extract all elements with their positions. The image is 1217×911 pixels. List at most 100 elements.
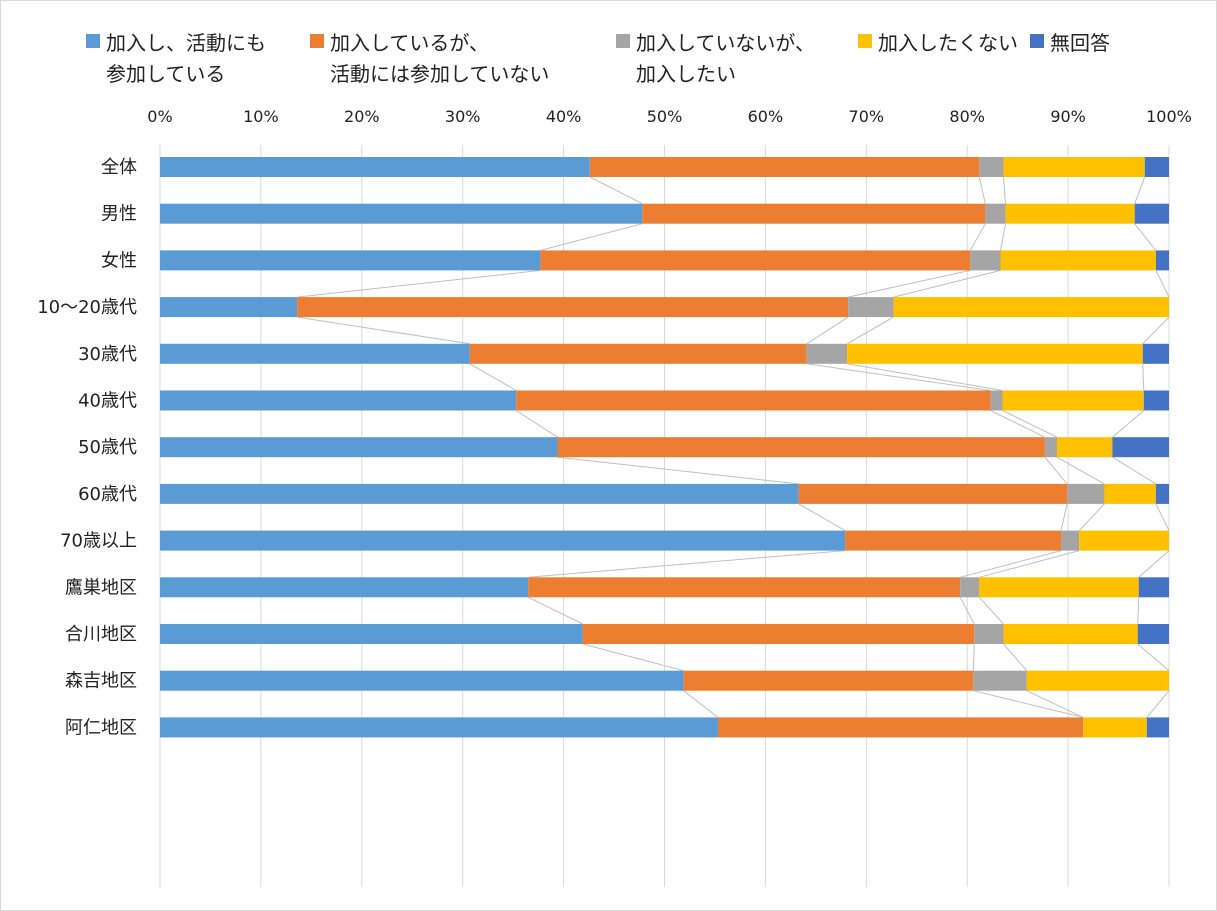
bar-segment — [642, 203, 986, 224]
bar-segment — [1061, 530, 1080, 551]
bar-segment — [1143, 390, 1169, 411]
bar-segment — [1044, 437, 1058, 458]
bar-segment — [1112, 437, 1169, 458]
legend-label: 加入しているが、 活動には参加していない — [330, 31, 550, 86]
category-label: 30歳代 — [78, 344, 137, 365]
bar-segment — [160, 343, 470, 364]
bar-segment — [798, 483, 1068, 504]
legend-label: 加入していないが、 加入したい — [636, 31, 815, 86]
category-label: 50歳代 — [78, 437, 137, 458]
bar-segment — [160, 717, 718, 738]
series-line — [1003, 643, 1028, 672]
category-label: 男性 — [101, 204, 137, 225]
bar-segment — [160, 624, 583, 644]
series-line — [806, 363, 991, 391]
bar-segment — [160, 530, 846, 551]
legend-item-series-2: 加入しているが、 活動には参加していない — [310, 28, 549, 90]
bar-segment — [683, 670, 974, 691]
bar-segment — [985, 203, 1006, 224]
bar-segment — [469, 343, 807, 364]
x-tick-label: 30% — [445, 107, 481, 126]
bar-segment — [1005, 203, 1135, 224]
legend-swatch — [1030, 34, 1044, 48]
series-line — [528, 550, 846, 578]
bar-segment — [970, 250, 1001, 271]
bar-segment — [845, 530, 1062, 551]
series-line — [1155, 503, 1170, 531]
bar-segment — [516, 390, 991, 411]
series-line — [1146, 690, 1170, 718]
series-line — [1112, 456, 1157, 485]
series-line — [683, 690, 719, 718]
bar-segment — [1134, 203, 1169, 224]
bar-segment — [1144, 157, 1169, 177]
legend-swatch — [310, 34, 324, 48]
legend-swatch — [858, 34, 872, 48]
bar-segment — [1138, 577, 1169, 598]
bar-segment — [1146, 717, 1169, 738]
bar-segment — [557, 437, 1045, 458]
bar-segment — [160, 437, 558, 458]
x-tick-label: 90% — [1050, 107, 1086, 126]
x-tick-label: 20% — [344, 107, 380, 126]
series-line — [806, 316, 849, 345]
series-line — [1112, 410, 1145, 438]
bar-segment — [582, 624, 975, 644]
legend-item-series-1: 加入し、活動にも 参加している — [86, 28, 266, 90]
legend-item-series-5: 無回答 — [1030, 28, 1110, 59]
series-line — [848, 269, 971, 298]
series-line — [973, 690, 1084, 718]
series-line — [528, 596, 583, 625]
series-line — [979, 550, 1080, 578]
bar-segment — [1137, 624, 1169, 644]
bar-segment — [1155, 250, 1169, 271]
bar-segment — [589, 157, 980, 177]
bar-segment — [160, 577, 529, 598]
legend-swatch — [616, 34, 630, 48]
series-line — [893, 269, 1001, 298]
legend: 加入し、活動にも 参加している 加入しているが、 活動には参加していない 加入し… — [0, 0, 1217, 100]
bar-segment — [1067, 483, 1105, 504]
series-line — [297, 316, 470, 345]
category-label: 10～20歳代 — [37, 297, 137, 318]
series-line — [1044, 456, 1068, 485]
series-line — [1138, 550, 1170, 578]
bar-segment — [1142, 343, 1169, 364]
legend-swatch — [86, 34, 100, 48]
bar-segment — [540, 250, 971, 271]
series-line — [960, 550, 1062, 578]
series-line — [847, 363, 1003, 391]
bar-segment — [1155, 483, 1169, 504]
series-line — [1026, 690, 1084, 718]
series-line — [1137, 597, 1140, 625]
x-tick-label: 10% — [243, 107, 279, 126]
series-line — [978, 596, 1004, 625]
series-line — [515, 410, 558, 438]
series-line — [978, 176, 986, 204]
series-line — [1060, 503, 1068, 531]
bar-segment — [847, 343, 1143, 364]
series-line — [990, 410, 1046, 438]
series-line — [582, 643, 684, 672]
bar-segment — [160, 390, 517, 411]
category-label: 合川地区 — [65, 624, 137, 645]
series-line — [469, 363, 517, 391]
bar-segment — [1026, 670, 1169, 691]
bar-segment — [160, 297, 298, 318]
bar-segment — [160, 670, 684, 691]
legend-label: 加入し、活動にも 参加している — [106, 31, 266, 86]
bar-segment — [1083, 717, 1147, 738]
bar-segment — [160, 157, 590, 177]
series-line — [1134, 223, 1157, 251]
series-line — [1003, 176, 1007, 204]
series-line — [959, 597, 975, 625]
series-line — [1155, 270, 1170, 298]
category-label: 70歳以上 — [60, 531, 137, 552]
series-line — [1000, 223, 1007, 251]
bar-segment — [990, 390, 1003, 411]
series-line — [1142, 363, 1145, 391]
category-label: 阿仁地区 — [65, 717, 137, 738]
x-tick-label: 70% — [849, 107, 885, 126]
series-line — [1002, 410, 1058, 438]
legend-label: 加入したくない — [878, 31, 1018, 55]
